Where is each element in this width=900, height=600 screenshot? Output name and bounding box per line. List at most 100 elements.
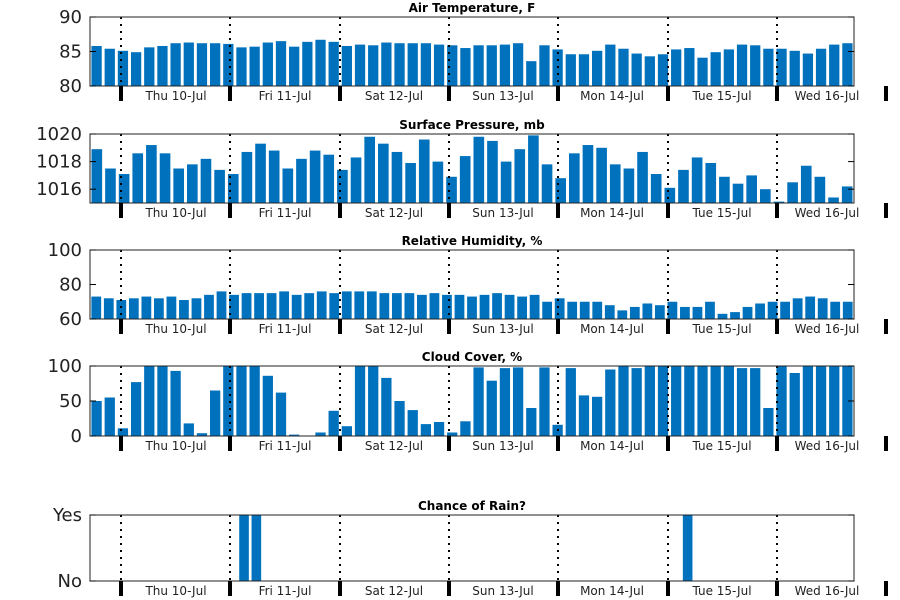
bar — [282, 168, 294, 203]
bar — [776, 366, 787, 436]
bar — [105, 168, 116, 203]
bar — [814, 176, 826, 203]
bar — [173, 168, 184, 203]
bar — [671, 49, 682, 86]
bar — [578, 54, 590, 86]
bar — [128, 298, 139, 319]
bar — [166, 296, 177, 319]
bar — [710, 366, 721, 436]
y-tick-label: 1016 — [36, 179, 82, 200]
x-tick-label: Mon 14-Jul — [580, 206, 644, 220]
bar — [381, 377, 392, 436]
y-tick-label: 80 — [59, 275, 82, 296]
x-tick-label: Wed 16-Jul — [795, 206, 860, 220]
bar — [773, 201, 785, 203]
bar — [517, 296, 527, 319]
bar — [629, 306, 640, 319]
bar — [705, 162, 717, 203]
bar — [746, 175, 757, 203]
bar — [103, 298, 114, 319]
y-tick-label: 80 — [59, 76, 82, 97]
bar — [249, 366, 260, 436]
y-tick-label: 100 — [48, 356, 82, 377]
y-tick-label: Yes — [52, 505, 82, 526]
x-tick-label: Mon 14-Jul — [580, 584, 644, 598]
bar — [368, 45, 379, 86]
bar — [664, 187, 676, 203]
x-tick-label: Fri 11-Jul — [259, 584, 312, 598]
bar-series — [239, 515, 693, 581]
y-tick-label: 85 — [59, 42, 82, 63]
bar — [429, 293, 440, 320]
bar — [697, 57, 708, 86]
bar — [787, 182, 798, 203]
bar — [460, 421, 471, 436]
chart-title: Chance of Rain? — [418, 499, 526, 513]
x-tick-label: Thu 10-Jul — [144, 89, 206, 103]
bar — [366, 291, 377, 319]
chart-title: Relative Humidity, % — [402, 234, 543, 248]
bar — [454, 294, 465, 319]
bar — [829, 366, 840, 436]
bar — [618, 366, 629, 436]
bar — [329, 293, 340, 320]
bar — [170, 370, 181, 436]
bar — [736, 44, 748, 86]
bar — [792, 298, 803, 319]
bar — [467, 296, 477, 319]
x-tick-label: Tue 15-Jul — [691, 322, 751, 336]
y-tick-label: 0 — [71, 426, 82, 447]
bar — [682, 515, 693, 581]
bar — [684, 48, 695, 86]
bar — [842, 366, 853, 436]
x-tick-label: Sun 13-Jul — [472, 584, 533, 598]
bar — [528, 135, 539, 203]
bar — [815, 366, 827, 436]
bar — [637, 151, 648, 203]
bar — [196, 43, 208, 86]
bar — [117, 50, 129, 86]
x-tick-label: Tue 15-Jul — [691, 584, 751, 598]
x-tick-label: Mon 14-Jul — [580, 322, 644, 336]
bar — [104, 48, 115, 86]
bar — [157, 45, 168, 86]
bar — [605, 369, 616, 436]
bar — [657, 54, 669, 86]
bar — [730, 312, 740, 319]
y-tick-label: No — [58, 571, 82, 592]
bar — [604, 305, 615, 319]
bar — [405, 162, 416, 203]
chart-title: Cloud Cover, % — [422, 350, 522, 364]
bar — [289, 46, 300, 86]
chart-panel-3: Relative Humidity, % 60 80 100 Thu 10-Jul Fri… — [48, 234, 888, 336]
bar — [354, 44, 366, 86]
y-tick-label: 100 — [48, 240, 82, 261]
bar — [407, 410, 418, 436]
bar-series — [91, 366, 853, 436]
bar — [91, 45, 102, 86]
bar — [394, 43, 405, 86]
bar — [842, 43, 853, 86]
bar — [680, 306, 690, 319]
x-tick-label: Mon 14-Jul — [580, 89, 644, 103]
x-tick-label: Tue 15-Jul — [691, 89, 751, 103]
bar — [391, 151, 403, 203]
bar — [582, 145, 594, 203]
bar — [223, 43, 234, 86]
chart-panel-2: Surface Pressure, mb 1016 1018 1020 Thu 10-J… — [36, 118, 888, 220]
bar — [605, 44, 616, 86]
bar — [304, 293, 315, 320]
bar — [841, 186, 853, 203]
bar — [830, 301, 841, 319]
bar — [763, 48, 774, 86]
bar — [417, 294, 427, 319]
bar — [354, 291, 365, 319]
bar — [609, 164, 621, 203]
x-tick-label: Sat 12-Jul — [365, 206, 423, 220]
bar — [420, 424, 432, 436]
bar — [842, 301, 853, 319]
bar — [697, 366, 708, 436]
bar — [789, 50, 800, 86]
bar — [420, 43, 432, 86]
